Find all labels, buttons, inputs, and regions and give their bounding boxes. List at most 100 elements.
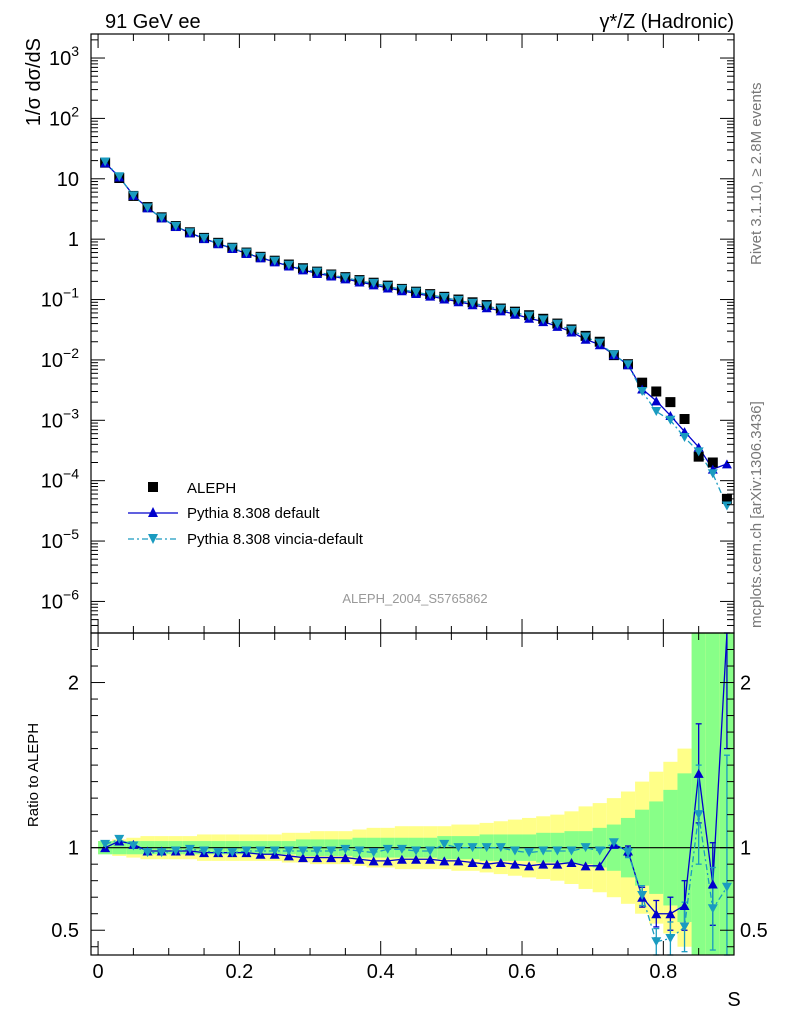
pythia-vincia-point — [255, 252, 266, 262]
ratio-pythia-vincia-point — [340, 844, 351, 854]
x-axis-label: S — [727, 989, 740, 1011]
ratio-pythia-vincia-point — [326, 846, 337, 856]
ratio-pythia-vincia-point — [651, 937, 662, 947]
ratio-pythia-vincia-point — [580, 843, 591, 853]
aleph-point — [637, 377, 648, 388]
pythia-vincia-point — [213, 238, 224, 248]
y-tick-label: 10−4 — [41, 466, 79, 493]
pythia-vincia-point — [368, 278, 379, 288]
ratio-pythia-vincia-point — [297, 846, 308, 856]
legend-entry-pythia-vincia: Pythia 8.308 vincia-default — [187, 531, 364, 548]
ratio-pythia-vincia-point — [425, 846, 436, 856]
pythia-vincia-point — [142, 203, 153, 213]
ratio-tick-label-right: 1 — [740, 838, 751, 860]
x-tick-label: 0.2 — [225, 961, 253, 983]
pythia-vincia-point — [170, 221, 181, 231]
aleph-point — [693, 451, 704, 462]
ratio-tick-label-right: 2 — [740, 673, 751, 695]
pythia-vincia-point — [269, 256, 280, 266]
ratio-pythia-vincia-point — [637, 891, 648, 901]
ratio-pythia-default-point — [481, 859, 492, 869]
ratio-pythia-default-point — [411, 854, 422, 864]
ratio-uncertainty-bands — [91, 633, 734, 955]
axes — [90, 33, 735, 956]
ratio-pythia-vincia-point — [481, 843, 492, 853]
ratio-pythia-vincia-point — [199, 846, 210, 856]
pythia-vincia-point — [467, 298, 478, 308]
ratio-pythia-vincia-point — [184, 844, 195, 854]
pythia-vincia-point — [156, 213, 167, 223]
ratio-pythia-default-point — [312, 853, 323, 863]
pythia-vincia-point — [608, 350, 619, 360]
mcplots-label: mcplots.cern.ch [arXiv:1306.3436] — [748, 401, 765, 628]
legend-symbol-aleph — [148, 482, 158, 492]
y-tick-label: 10−3 — [41, 405, 79, 432]
pythia-vincia-point — [312, 267, 323, 277]
y-tick-label: 10−2 — [41, 345, 79, 372]
aleph-point — [665, 397, 676, 408]
aleph-point — [651, 386, 662, 397]
pythia-vincia-point — [538, 315, 549, 325]
ratio-tick-label-right: 0.5 — [740, 920, 768, 942]
ratio-pythia-vincia-point — [495, 843, 506, 853]
pythia-vincia-point — [283, 260, 294, 270]
ratio-pythia-default-point — [326, 853, 337, 863]
pythia-vincia-point — [100, 157, 111, 167]
ratio-pythia-default-point — [707, 879, 718, 889]
ratio-pythia-vincia-point — [439, 839, 450, 849]
axis-ticks: 0 0.2 0.4 0.6 0.810310210110−110−210−310−410… — [41, 34, 768, 983]
x-tick-label: 0.4 — [367, 961, 395, 983]
ratio-pythia-default-point — [467, 858, 478, 868]
x-tick-label: 0.6 — [508, 961, 536, 983]
pythia-default-point — [651, 396, 662, 406]
x-tick-label: 0.8 — [649, 961, 677, 983]
pythia-vincia-point — [580, 332, 591, 342]
pythia-vincia-point — [665, 415, 676, 425]
ratio-pythia-vincia-point — [382, 844, 393, 854]
analysis-id-label: ALEPH_2004_S5765862 — [342, 591, 487, 606]
ratio-pythia-vincia-point — [100, 839, 111, 849]
y-tick-label: 1 — [68, 229, 79, 251]
y-tick-label: 103 — [49, 43, 79, 70]
ratio-tick-label-left: 0.5 — [51, 920, 79, 942]
pythia-vincia-point — [637, 386, 648, 396]
pythia-vincia-point — [651, 406, 662, 416]
ratio-y-axis-label: Ratio to ALEPH — [25, 723, 42, 827]
ratio-pythia-vincia-point — [396, 844, 407, 854]
ratio-pythia-vincia-point — [269, 846, 280, 856]
ratio-pythia-default-point — [495, 858, 506, 868]
y-tick-label: 10−5 — [41, 526, 79, 553]
ratio-pythia-default-point — [439, 856, 450, 866]
pythia-vincia-point — [199, 233, 210, 243]
legend: ALEPH Pythia 8.308 default Pythia 8.308 … — [128, 480, 364, 548]
ratio-pythia-vincia-point — [509, 846, 520, 856]
ratio-pythia-default-point — [651, 909, 662, 919]
ratio-pythia-vincia-point — [467, 843, 478, 853]
legend-entry-aleph: ALEPH — [187, 480, 236, 497]
band-inner — [705, 633, 720, 955]
ratio-pythia-default-point — [594, 861, 605, 871]
ratio-pythia-vincia-point — [255, 846, 266, 856]
pythia-vincia-point — [594, 338, 605, 348]
legend-marker-pythia-vincia — [148, 534, 158, 544]
pythia-vincia-point — [396, 284, 407, 294]
ratio-pythia-vincia-point — [156, 848, 167, 858]
x-tick-label: 0 — [93, 961, 104, 983]
ratio-pythia-vincia-point — [665, 933, 676, 943]
pythia-vincia-point — [623, 360, 634, 370]
pythia-vincia-point — [326, 270, 337, 280]
pythia-vincia-point — [114, 172, 125, 182]
pythia-vincia-point — [411, 287, 422, 297]
ratio-pythia-vincia-point — [538, 846, 549, 856]
ratio-pythia-vincia-point — [368, 848, 379, 858]
ratio-pythia-vincia-point — [552, 846, 563, 856]
ratio-pythia-default-point — [425, 854, 436, 864]
ratio-pythia-default-point — [368, 856, 379, 866]
ratio-pythia-vincia-point — [608, 838, 619, 848]
ratio-pythia-vincia-point — [142, 848, 153, 858]
aleph-point — [707, 457, 718, 468]
ratio-pythia-default-point — [580, 861, 591, 871]
ratio-pythia-default-point — [679, 900, 690, 910]
pythia-vincia-point — [509, 308, 520, 318]
